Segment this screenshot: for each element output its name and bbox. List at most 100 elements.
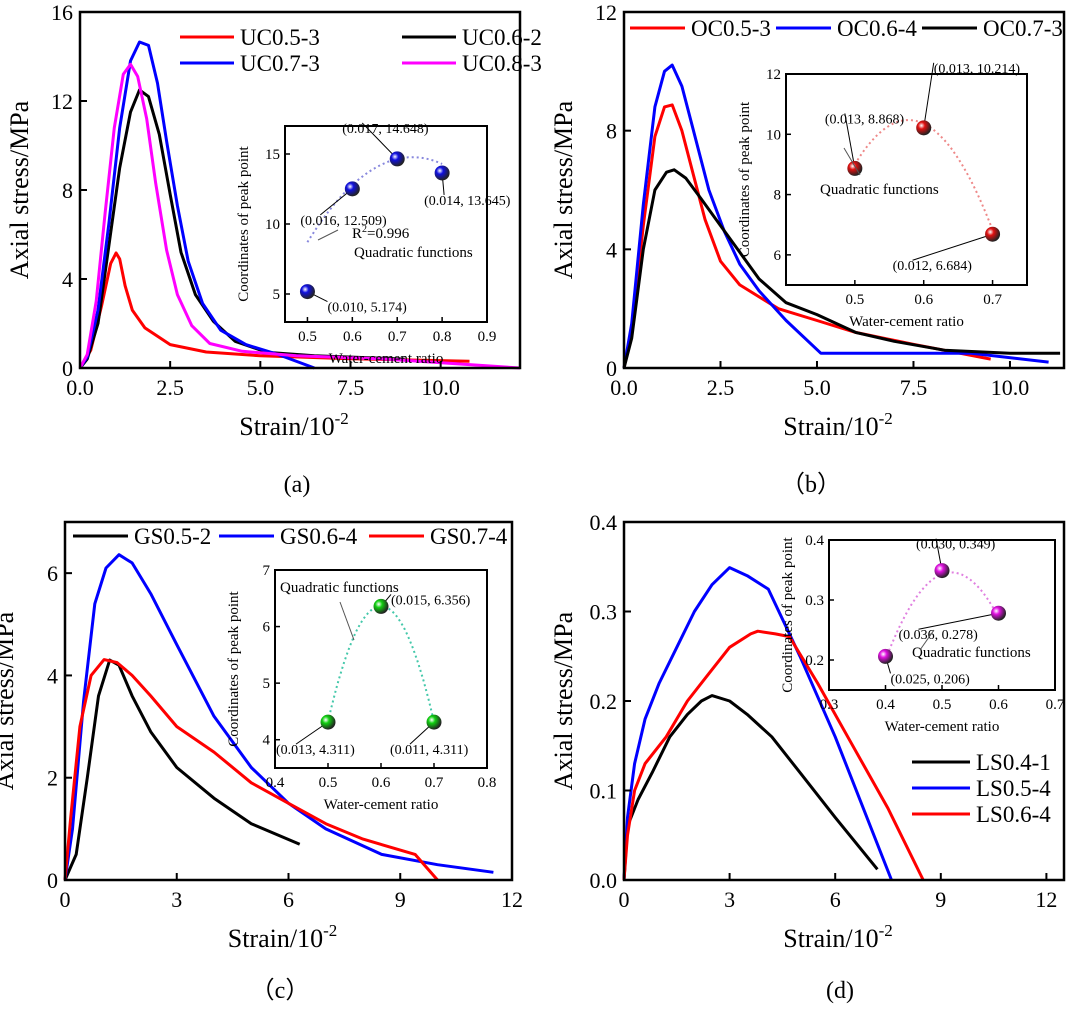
inset-peak-point [878, 648, 893, 664]
x-tick-label: 3 [724, 887, 735, 912]
inset-x-tick-label: 0.5 [298, 329, 317, 345]
inset-point-label: (0.013, 4.311) [276, 743, 355, 758]
inset-point-leader [361, 122, 398, 160]
inset-peak-point [299, 284, 315, 300]
x-tick-label: 12 [501, 887, 523, 912]
inset-y-tick-label: 6 [774, 248, 782, 264]
panel-label: （b） [781, 472, 841, 498]
inset-x-axis-label: Water-cement ratio [849, 314, 964, 330]
inset-fit-label: Quadratic functions [912, 645, 1031, 661]
inset-peak-point [389, 151, 405, 167]
x-tick-label: 3 [171, 887, 182, 912]
y-tick-label: 0 [47, 868, 58, 893]
inset-peak-point [320, 714, 336, 730]
legend-label: GS0.7-4 [430, 524, 508, 549]
inset-x-tick-label: 0.8 [433, 329, 452, 345]
x-axis-label-text: Strain/10 [783, 412, 878, 441]
legend-label: GS0.5-2 [134, 524, 211, 549]
plot-frame [622, 10, 1066, 370]
series-line-GS0.6-4 [63, 553, 494, 881]
legend-label: UC0.7-3 [240, 51, 320, 76]
panel-label: (d) [826, 978, 854, 1004]
inset-fit-label: Quadratic functions [280, 580, 399, 596]
y-tick-label: 0 [606, 356, 617, 381]
inset-x-tick-label: 0.4 [266, 775, 285, 791]
x-axis-label-superscript: -2 [879, 921, 893, 940]
inset-point-leader [912, 233, 993, 261]
x-axis-label-text: Strain/10 [239, 412, 334, 441]
panel-1: 0.0 2.5 5.0 7.5 10.0 0 4 8 12 Strain/10-2 Axial st… [549, 0, 1066, 498]
inset-y-axis-label: Coordinates of peak point [780, 536, 796, 692]
y-tick-label: 0.1 [590, 779, 618, 804]
inset-x-tick-label: 0.5 [933, 697, 952, 713]
inset-y-tick-label: 4 [263, 733, 271, 749]
y-tick-label: 4 [47, 663, 58, 688]
y-tick-label: 4 [62, 267, 73, 292]
inset-point-label: (0.013, 8.868) [825, 112, 905, 127]
inset-peak-point [847, 160, 863, 176]
inset-x-axis-label: Water-cement ratio [885, 719, 1000, 735]
legend-label: OC0.5-3 [691, 16, 771, 41]
x-axis-label: Strain/10-2 [783, 409, 893, 441]
series-line-UC0.5-3 [78, 251, 470, 369]
x-axis-label: Strain/10-2 [783, 921, 893, 953]
inset-fit-pointer [919, 629, 935, 651]
inset-x-tick-label: 0.3 [820, 697, 839, 713]
series-line-GS0.7-4 [63, 658, 439, 881]
inset-peak-point [934, 563, 950, 579]
inset-peak-point [916, 120, 932, 136]
x-axis-label-superscript: -2 [323, 921, 337, 940]
x-tick-label: 0.0 [610, 375, 638, 400]
inset-y-axis-label: Coordinates of peak point [737, 101, 753, 257]
inset-peak-point [426, 714, 442, 730]
y-tick-label: 0 [62, 356, 73, 381]
y-tick-label: 12 [51, 89, 73, 114]
inset-x-tick-label: 0.9 [478, 329, 497, 345]
inset-point-label: (0.015, 6.356) [391, 593, 471, 608]
inset-frame [828, 539, 1056, 691]
inset-point-label: (0.014, 13.645) [424, 194, 511, 209]
inset-point-leader [923, 62, 935, 128]
inset-y-tick-label: 0.2 [805, 653, 824, 669]
inset-y-tick-label: 10 [265, 217, 280, 233]
x-tick-label: 9 [935, 887, 946, 912]
y-tick-label: 0.0 [590, 868, 618, 893]
inset: 0.4 0.5 0.6 0.7 0.8 4 5 6 7 Water-cement ratio Coo… [226, 563, 496, 813]
series-line-GS0.5-2 [63, 658, 301, 881]
inset-x-tick-label: 0.7 [1046, 697, 1065, 713]
x-tick-label: 0 [60, 887, 71, 912]
inset-peak-point [373, 598, 389, 614]
legend: UC0.5-3 UC0.6-2 UC0.7-3 UC0.8-3 [180, 25, 542, 76]
inset-point-label: (0.016, 12.509) [300, 214, 387, 229]
inset-x-tick-label: 0.8 [478, 775, 497, 791]
x-tick-label: 7.5 [337, 375, 365, 400]
panel-label: (a) [284, 472, 311, 498]
inset-peak-point [991, 605, 1006, 621]
inset-y-axis-label: Coordinates of peak point [226, 590, 242, 746]
y-tick-label: 6 [47, 561, 58, 586]
y-tick-label: 8 [606, 119, 617, 144]
y-tick-label: 0.2 [590, 689, 618, 714]
legend: GS0.5-2 GS0.6-4 GS0.7-4 [73, 524, 508, 549]
inset-frame [785, 73, 1028, 286]
inset-fit-label: Quadratic functions [354, 245, 473, 261]
inset: 0.5 0.6 0.7 6 8 10 12 Water-cement ratio Coordin… [737, 62, 1028, 330]
inset-y-tick-label: 5 [273, 287, 281, 303]
x-axis-label-superscript: -2 [879, 409, 893, 428]
x-axis-label-superscript: -2 [335, 409, 349, 428]
x-axis-label-text: Strain/10 [228, 924, 323, 953]
panel-2: 0 3 6 9 12 0 2 4 6 Strain/10-2 Axial stress/MPa （c）… [0, 520, 523, 1004]
legend-label: GS0.6-4 [280, 524, 358, 549]
inset-x-axis-label: Water-cement ratio [324, 797, 439, 813]
series-line-UC0.7-3 [78, 40, 315, 370]
inset-r2-letter: R [352, 226, 362, 242]
inset-point-label: (0.036, 0.278) [899, 628, 979, 643]
series-line-OC0.7-3 [622, 168, 1061, 369]
inset-r2-value: =0.996 [367, 226, 410, 242]
inset-fit-pointer [317, 229, 339, 241]
inset-x-tick-label: 0.6 [914, 292, 933, 308]
inset-y-tick-label: 12 [766, 67, 781, 83]
panel-0: 0.0 2.5 5.0 7.5 10.0 0 4 8 12 16 Strain/10-2 Axial … [5, 0, 542, 498]
